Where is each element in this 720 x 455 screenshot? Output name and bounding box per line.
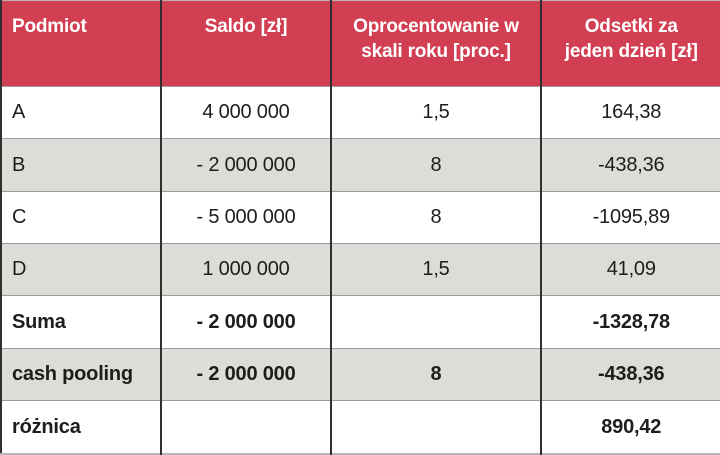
cell-podmiot: B [1, 138, 162, 192]
table-row-cash-pooling: cash pooling - 2 000 000 8 -438,36 [1, 347, 720, 401]
cell-saldo: 4 000 000 [161, 85, 332, 139]
cell-saldo: - 2 000 000 [161, 347, 332, 401]
cell-odsetki: -438,36 [541, 347, 720, 401]
cell-odsetki: -1328,78 [541, 295, 720, 349]
cell-oprocentowanie [331, 400, 542, 454]
cell-odsetki: 890,42 [541, 400, 720, 454]
table-row-c: C - 5 000 000 8 -1095,89 [1, 190, 720, 244]
cell-odsetki: -1095,89 [541, 190, 720, 244]
header-cell-odsetki: Odsetki za jeden dzień [zł] [541, 0, 720, 87]
cell-podmiot: C [1, 190, 162, 244]
cell-saldo: - 2 000 000 [161, 295, 332, 349]
cell-saldo: - 5 000 000 [161, 190, 332, 244]
cell-oprocentowanie: 8 [331, 190, 542, 244]
cell-odsetki: 164,38 [541, 85, 720, 139]
cell-oprocentowanie [331, 295, 542, 349]
table-row-a: A 4 000 000 1,5 164,38 [1, 85, 720, 139]
cell-podmiot: różnica [1, 400, 162, 454]
table-row-suma: Suma - 2 000 000 -1328,78 [1, 295, 720, 349]
header-row: Podmiot Saldo [zł] Oprocentowanie w skal… [1, 0, 720, 87]
cell-podmiot: cash pooling [1, 347, 162, 401]
cell-oprocentowanie: 1,5 [331, 85, 542, 139]
cell-saldo: - 2 000 000 [161, 138, 332, 192]
cell-saldo: 1 000 000 [161, 243, 332, 296]
header-cell-oprocentowanie: Oprocentowanie w skali roku [proc.] [331, 0, 542, 87]
cell-saldo [161, 400, 332, 454]
table-row-b: B - 2 000 000 8 -438,36 [1, 138, 720, 192]
header-cell-saldo: Saldo [zł] [161, 0, 332, 87]
header-cell-podmiot: Podmiot [1, 0, 162, 87]
table-row-roznica: różnica 890,42 [1, 400, 720, 454]
cell-odsetki: 41,09 [541, 243, 720, 296]
cell-odsetki: -438,36 [541, 138, 720, 192]
table-row-d: D 1 000 000 1,5 41,09 [1, 243, 720, 296]
cell-oprocentowanie: 8 [331, 347, 542, 401]
cell-podmiot: Suma [1, 295, 162, 349]
cell-oprocentowanie: 1,5 [331, 243, 542, 296]
cell-podmiot: D [1, 243, 162, 296]
cell-podmiot: A [1, 85, 162, 139]
cell-oprocentowanie: 8 [331, 138, 542, 192]
